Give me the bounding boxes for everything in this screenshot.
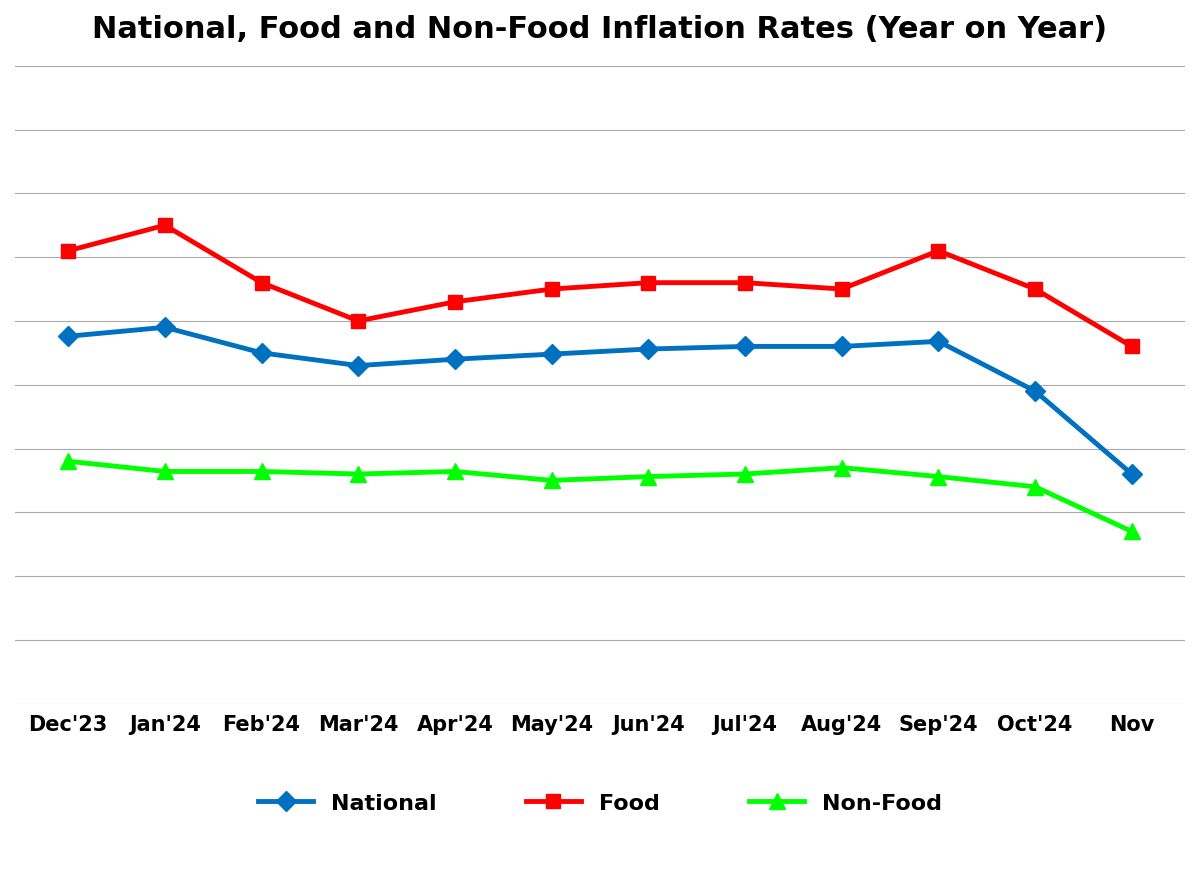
- Food: [931, 245, 946, 256]
- Non-Food: [254, 466, 269, 477]
- Line: Food: Food: [61, 218, 1139, 353]
- Non-Food: [641, 472, 655, 482]
- National: [931, 336, 946, 346]
- Legend: National, Food, Non-Food: National, Food, Non-Food: [258, 791, 942, 814]
- National: [448, 354, 462, 365]
- Food: [545, 283, 559, 294]
- Food: [254, 277, 269, 288]
- Food: [834, 283, 848, 294]
- National: [254, 347, 269, 358]
- Food: [738, 277, 752, 288]
- National: [157, 322, 172, 333]
- National: [61, 331, 76, 342]
- Non-Food: [931, 472, 946, 482]
- Food: [1124, 341, 1139, 352]
- Food: [352, 315, 366, 326]
- Food: [157, 220, 172, 231]
- Food: [1028, 283, 1043, 294]
- Food: [448, 297, 462, 307]
- Non-Food: [448, 466, 462, 477]
- National: [834, 341, 848, 352]
- Food: [641, 277, 655, 288]
- Non-Food: [1028, 481, 1043, 492]
- National: [1124, 469, 1139, 480]
- Non-Food: [834, 463, 848, 473]
- Non-Food: [61, 456, 76, 466]
- Line: National: National: [61, 321, 1139, 481]
- Food: [61, 245, 76, 256]
- National: [641, 344, 655, 354]
- Non-Food: [352, 469, 366, 480]
- National: [352, 361, 366, 371]
- National: [1028, 385, 1043, 396]
- Non-Food: [157, 466, 172, 477]
- Line: Non-Food: Non-Food: [60, 453, 1140, 540]
- National: [738, 341, 752, 352]
- National: [545, 349, 559, 360]
- Non-Food: [1124, 526, 1139, 536]
- Non-Food: [738, 469, 752, 480]
- Non-Food: [545, 475, 559, 486]
- Title: National, Food and Non-Food Inflation Rates (Year on Year): National, Food and Non-Food Inflation Ra…: [92, 15, 1108, 44]
